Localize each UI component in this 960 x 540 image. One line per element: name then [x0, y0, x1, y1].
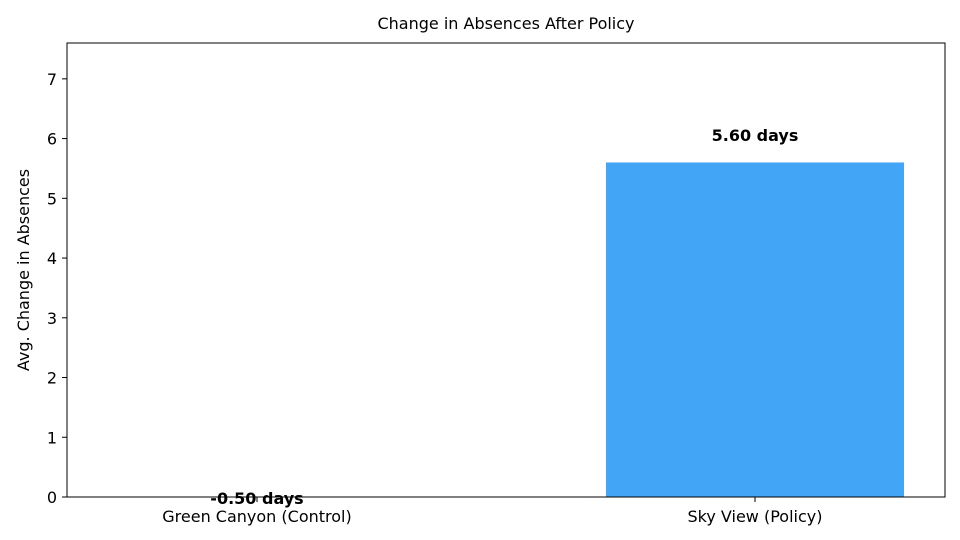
- bar-2: [606, 162, 904, 497]
- y-tick-label: 7: [47, 70, 57, 89]
- data-label-1: -0.50 days: [210, 489, 303, 508]
- y-axis-ticks: 0 1 2 3 4 5 6 7: [47, 70, 67, 507]
- y-tick-label: 5: [47, 189, 57, 208]
- data-labels-layer: -0.50 days 5.60 days: [210, 126, 798, 508]
- plot-frame: [66, 42, 946, 498]
- y-tick-label: 3: [47, 309, 57, 328]
- x-axis-ticks: Green Canyon (Control) Sky View (Policy): [162, 497, 822, 526]
- y-tick-label: 4: [47, 249, 57, 268]
- bars-layer: [606, 162, 904, 497]
- y-tick-label: 0: [47, 488, 57, 507]
- data-label-2: 5.60 days: [712, 126, 799, 145]
- y-tick-label: 2: [47, 369, 57, 388]
- y-tick-label: 1: [47, 428, 57, 447]
- x-tick-label: Sky View (Policy): [688, 507, 823, 526]
- y-axis-label: Avg. Change in Absences: [14, 169, 33, 371]
- x-tick-label: Green Canyon (Control): [162, 507, 351, 526]
- y-tick-label: 6: [47, 130, 57, 149]
- chart-title: Change in Absences After Policy: [377, 14, 634, 33]
